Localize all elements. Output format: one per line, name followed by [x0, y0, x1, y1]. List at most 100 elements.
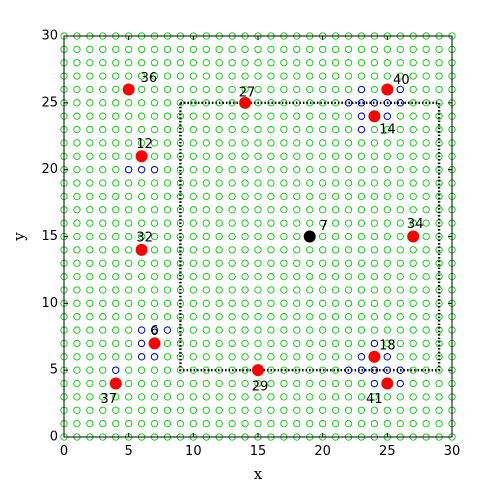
y-tick-label: 15 [41, 229, 58, 244]
grid-marker [202, 59, 210, 67]
grid-marker [331, 299, 340, 307]
grid-marker [383, 45, 391, 54]
grid-marker [202, 393, 210, 401]
grid-marker [306, 112, 314, 120]
grid-marker [241, 393, 249, 401]
grid-marker [228, 72, 236, 80]
grid-marker [409, 192, 417, 201]
grid-marker [202, 366, 210, 374]
grid-marker [331, 219, 340, 227]
grid-marker [344, 112, 353, 120]
grid-marker [344, 379, 353, 388]
grid-marker [99, 179, 107, 187]
point-label-7: 7 [320, 219, 328, 234]
grid-marker [112, 206, 120, 214]
grid-marker [99, 45, 107, 54]
grid-marker [73, 206, 81, 214]
grid-marker [112, 246, 120, 254]
grid-marker [163, 219, 172, 227]
point-18 [368, 350, 381, 363]
grid-marker [396, 152, 404, 160]
grid-marker [319, 246, 327, 254]
grid-marker [86, 45, 94, 54]
grid-marker [319, 419, 327, 428]
y-tick-label: 30 [41, 29, 58, 44]
grid-marker [383, 286, 391, 294]
grid-marker [215, 353, 223, 361]
grid-marker [189, 192, 197, 201]
grid-marker [163, 299, 172, 307]
grid-marker [306, 45, 314, 54]
grid-marker [189, 85, 197, 94]
grid-marker [202, 246, 210, 254]
grid-marker [163, 59, 172, 67]
point-label-37: 37 [100, 392, 117, 407]
grid-marker [409, 179, 417, 187]
y-tick-label: 5 [50, 363, 58, 378]
grid-marker [370, 393, 379, 401]
grid-marker [228, 299, 236, 307]
grid-marker [241, 139, 249, 147]
grid-marker [215, 419, 223, 428]
grid-marker [163, 419, 172, 428]
grid-marker [267, 232, 275, 241]
grid-marker [280, 206, 288, 214]
grid-marker [163, 272, 172, 281]
grid-marker [319, 259, 327, 267]
grid-marker [383, 232, 391, 241]
grid-marker [215, 339, 223, 348]
grid-marker [86, 139, 94, 147]
grid-marker [331, 313, 340, 321]
grid-marker [163, 246, 172, 254]
grid-marker [163, 379, 172, 388]
grid-marker [189, 406, 197, 414]
grid-marker [176, 45, 185, 54]
grid-marker [306, 179, 314, 187]
grid-marker [202, 45, 210, 54]
grid-marker [202, 259, 210, 267]
grid-marker [331, 393, 340, 401]
grid-marker [215, 246, 223, 254]
grid-marker [331, 206, 340, 214]
grid-marker [357, 259, 366, 267]
grid-marker [137, 179, 146, 187]
grid-marker [137, 366, 146, 374]
grid-marker [150, 299, 159, 307]
grid-marker [215, 166, 223, 174]
grid-marker [254, 313, 262, 321]
grid-marker [357, 179, 366, 187]
grid-marker [215, 259, 223, 267]
grid-marker [357, 272, 366, 281]
grid-marker [383, 339, 391, 348]
grid-marker [422, 406, 430, 414]
grid-marker [241, 125, 249, 134]
grid-marker [99, 246, 107, 254]
grid-marker [331, 112, 340, 120]
grid-marker [357, 286, 366, 294]
grid-marker [176, 72, 185, 80]
grid-marker [409, 112, 417, 120]
grid-marker [137, 72, 146, 80]
grid-marker [163, 152, 172, 160]
grid-marker [73, 299, 81, 307]
grid-marker [73, 366, 81, 374]
grid-marker [125, 259, 133, 267]
grid-marker [163, 206, 172, 214]
grid-marker [383, 246, 391, 254]
grid-marker [176, 406, 185, 414]
grid-marker [422, 339, 430, 348]
grid-marker [396, 299, 404, 307]
grid-marker [241, 246, 249, 254]
grid-marker [370, 72, 379, 80]
grid-marker [422, 179, 430, 187]
grid-marker [422, 45, 430, 54]
blue-marker [137, 353, 146, 361]
blue-marker [124, 165, 133, 174]
grid-marker [344, 246, 353, 254]
grid-marker [357, 339, 366, 348]
grid-marker [86, 366, 94, 374]
blue-marker [357, 112, 366, 120]
grid-marker [202, 166, 210, 174]
blue-marker [396, 85, 404, 94]
grid-marker [125, 299, 133, 307]
